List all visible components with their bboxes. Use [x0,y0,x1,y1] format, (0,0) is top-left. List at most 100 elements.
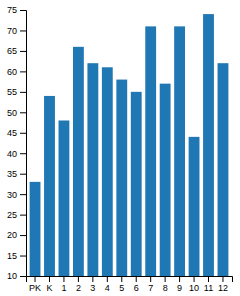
y-tick: 40 [7,149,26,159]
y-tick-label: 15 [7,251,17,261]
x-tick-mark [194,276,195,282]
x-tick-label: 5 [119,283,124,293]
y-tick-mark [20,10,26,11]
y-tick: 70 [7,26,26,36]
x-tick-label: 7 [148,283,153,293]
x-tick: 5 [119,276,124,293]
x-tick-label: K [46,283,52,293]
x-tick-label: 8 [163,283,168,293]
y-tick-label: 45 [7,128,17,138]
bar [102,67,113,276]
x-tick-label: 6 [134,283,139,293]
x-tick: 7 [148,276,153,293]
y-tick: 20 [7,230,26,240]
x-tick-label: 12 [218,283,228,293]
bar [116,80,127,276]
x-tick: 4 [105,276,110,293]
x-tick-mark [179,276,180,282]
y-tick: 50 [7,108,26,118]
bar [30,182,41,276]
y-tick-label: 25 [7,210,17,220]
bar [203,14,214,276]
bar [160,84,171,276]
x-tick-mark [78,276,79,282]
x-tick-mark [136,276,137,282]
bars [30,14,229,276]
y-tick: 10 [7,271,26,281]
y-tick-label: 35 [7,169,17,179]
y-tick-mark [20,215,26,216]
y-tick-label: 20 [7,230,17,240]
y-tick: 75 [7,5,26,15]
y-tick: 55 [7,87,26,97]
y-tick: 45 [7,128,26,138]
bar [44,96,55,276]
x-tick-mark [63,276,64,282]
x-tick-mark [107,276,108,282]
bar [73,47,84,276]
y-axis-line [20,11,27,277]
y-tick-mark [20,256,26,257]
x-tick: 2 [76,276,81,293]
x-axis: PKK123456789101112 [27,276,233,293]
x-tick-label: 11 [204,283,213,293]
bar [145,26,156,276]
x-tick: 12 [218,276,228,293]
chart: 1015202530354045505560657075PKK123456789… [0,0,240,296]
bar [87,63,98,276]
bar [218,63,229,276]
x-tick: K [46,276,52,293]
x-tick: 11 [204,276,213,293]
y-tick-mark [20,276,26,277]
x-tick-label: 3 [90,283,95,293]
y-tick: 60 [7,67,26,77]
bar [131,92,142,276]
y-tick-label: 50 [7,108,17,118]
y-tick-mark [20,235,26,236]
x-tick-label: 9 [177,283,182,293]
y-tick-mark [20,153,26,154]
x-axis-line [27,277,233,283]
x-tick: PK [29,276,41,293]
x-tick-mark [208,276,209,282]
x-tick-label: PK [29,283,41,293]
chart-container: 1015202530354045505560657075PKK123456789… [0,0,240,296]
bar [174,26,185,276]
x-tick-mark [49,276,50,282]
x-tick-mark [92,276,93,282]
y-tick-label: 65 [7,46,17,56]
x-tick-mark [150,276,151,282]
y-tick-label: 55 [7,87,17,97]
y-tick-mark [20,133,26,134]
y-tick-mark [20,71,26,72]
y-tick: 30 [7,190,26,200]
x-tick: 6 [134,276,139,293]
x-tick: 1 [61,276,66,293]
y-tick: 65 [7,46,26,56]
y-tick-mark [20,174,26,175]
y-tick: 25 [7,210,26,220]
y-tick-mark [20,92,26,93]
x-tick-label: 4 [105,283,110,293]
y-axis: 10 15 20 25 30 35 40 45 50 55 60 65 70 75 [7,5,27,281]
x-tick-mark [35,276,36,282]
plot: 1015202530354045505560657075PKK123456789… [7,5,233,296]
y-tick: 15 [7,251,26,261]
y-tick-label: 75 [7,5,17,15]
x-tick: 9 [177,276,182,293]
y-tick-label: 40 [7,149,17,159]
y-tick-mark [20,194,26,195]
x-tick-label: 1 [61,283,66,293]
y-tick-label: 10 [7,271,17,281]
y-tick-label: 30 [7,190,17,200]
y-tick-mark [20,112,26,113]
x-tick-mark [121,276,122,282]
x-tick-label: 2 [76,283,81,293]
y-tick-mark [20,51,26,52]
x-tick: 8 [163,276,168,293]
bar [59,120,70,276]
x-tick-label: 10 [189,283,199,293]
y-tick-label: 70 [7,26,17,36]
bar [189,137,200,276]
y-tick: 35 [7,169,26,179]
